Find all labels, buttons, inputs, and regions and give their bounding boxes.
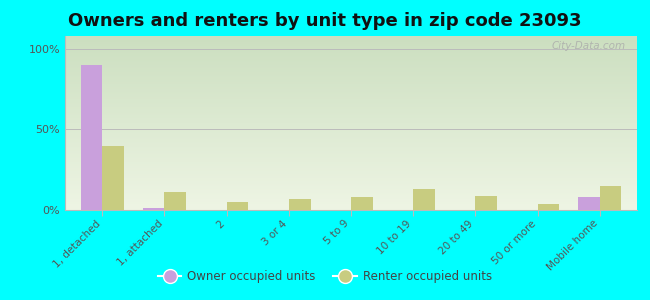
Bar bbox=[475, 196, 497, 210]
Bar bbox=[81, 65, 102, 210]
Bar bbox=[102, 146, 124, 210]
Bar bbox=[227, 202, 248, 210]
Text: City-Data.com: City-Data.com bbox=[551, 41, 625, 51]
Bar bbox=[413, 189, 435, 210]
Bar bbox=[578, 197, 600, 210]
Bar bbox=[351, 197, 372, 210]
Bar bbox=[538, 204, 559, 210]
Text: Owners and renters by unit type in zip code 23093: Owners and renters by unit type in zip c… bbox=[68, 12, 582, 30]
Legend: Owner occupied units, Renter occupied units: Owner occupied units, Renter occupied un… bbox=[153, 266, 497, 288]
Bar bbox=[164, 192, 187, 210]
Bar bbox=[143, 208, 164, 210]
Bar bbox=[600, 186, 621, 210]
Bar bbox=[289, 199, 311, 210]
